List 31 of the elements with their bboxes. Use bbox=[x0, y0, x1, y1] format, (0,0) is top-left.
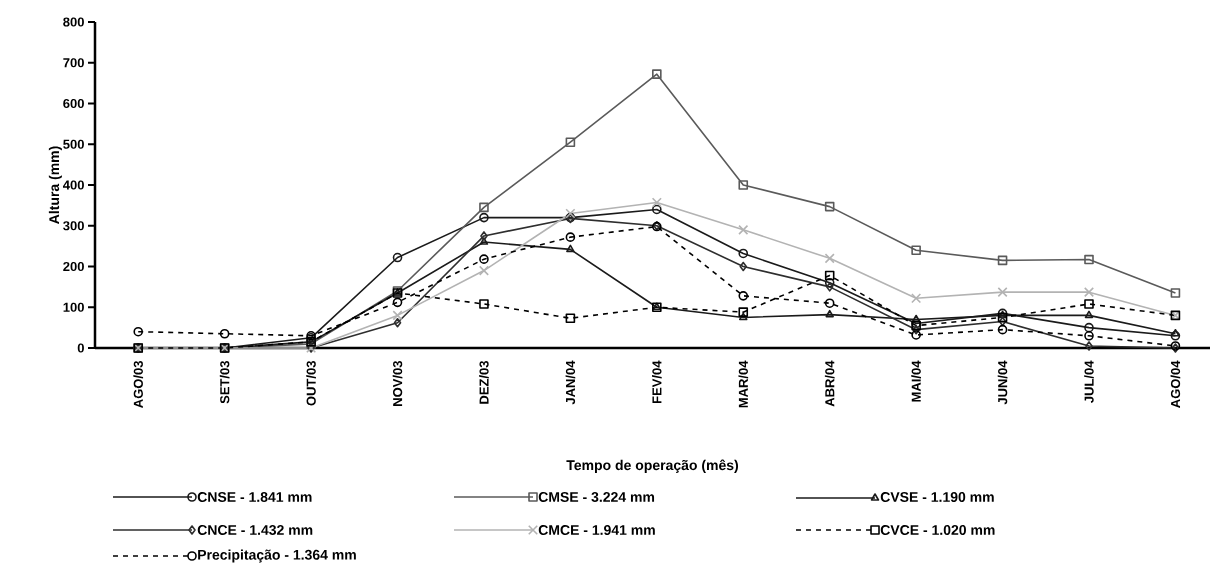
x-tick-label: SET/03 bbox=[219, 361, 230, 404]
legend-label: CNCE - 1.432 mm bbox=[197, 525, 313, 535]
x-tick-label: FEV/04 bbox=[651, 360, 662, 404]
x-tick-label: NOV/03 bbox=[392, 361, 403, 406]
legend-label: CMCE - 1.941 mm bbox=[538, 525, 655, 535]
legend-label: CVSE - 1.190 mm bbox=[880, 492, 994, 502]
x-tick-label: MAR/04 bbox=[738, 360, 749, 408]
legend-label: CVCE - 1.020 mm bbox=[880, 525, 995, 535]
y-tick-label: 500 bbox=[63, 139, 84, 149]
x-tick-label: JUN/04 bbox=[997, 360, 1008, 405]
y-tick-label: 300 bbox=[63, 221, 84, 231]
x-tick-label: AGO/04 bbox=[1170, 360, 1181, 408]
y-tick-label: 600 bbox=[63, 98, 84, 109]
legend-label: CMSE - 3.224 mm bbox=[538, 492, 655, 502]
y-tick-label: 700 bbox=[63, 58, 84, 68]
y-tick-label: 0 bbox=[77, 343, 84, 353]
x-tick-label: OUT/03 bbox=[306, 361, 316, 406]
x-tick-label: JAN/04 bbox=[565, 360, 576, 405]
x-axis-title: Tempo de operação (mês) bbox=[566, 459, 739, 473]
x-tick-label: MAI/04 bbox=[911, 360, 921, 402]
y-tick-label: 400 bbox=[62, 180, 84, 190]
legend-label: Precipitação - 1.364 mm bbox=[198, 549, 356, 563]
y-axis-title: Altura (mm) bbox=[48, 146, 62, 224]
x-tick-label: AGO/03 bbox=[133, 361, 144, 408]
legend-label: CNSE - 1.841 mm bbox=[197, 492, 312, 502]
x-tick-label: DEZ/03 bbox=[479, 361, 489, 404]
x-tick-label: JUL/04 bbox=[1084, 360, 1094, 403]
y-tick-label: 100 bbox=[63, 302, 84, 312]
y-tick-label: 200 bbox=[63, 261, 84, 272]
x-tick-label: ABR/04 bbox=[824, 360, 835, 407]
y-tick-label: 800 bbox=[63, 17, 84, 27]
